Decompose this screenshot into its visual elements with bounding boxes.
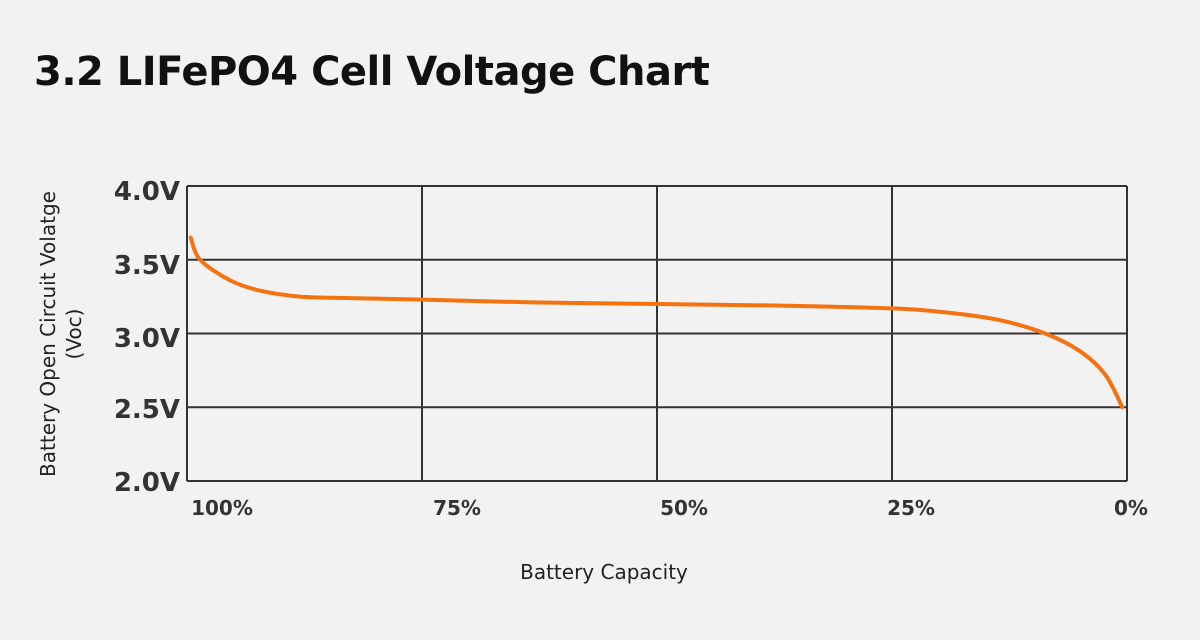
y-tick-2-5: 2.5V xyxy=(113,395,180,425)
chart-title: 3.2 LIFePO4 Cell Voltage Chart xyxy=(34,49,710,95)
grid-lines xyxy=(186,185,1128,482)
y-tick-3-5: 3.5V xyxy=(113,251,180,281)
x-tick-0: 0% xyxy=(1114,496,1148,520)
x-tick-50: 50% xyxy=(660,496,708,520)
x-tick-25: 25% xyxy=(887,496,935,520)
y-tick-4-0: 4.0V xyxy=(113,177,180,207)
y-tick-2-0: 2.0V xyxy=(113,468,180,498)
voltage-curve xyxy=(188,235,1125,410)
x-axis-label: Battery Capacity xyxy=(520,560,688,584)
x-tick-75: 75% xyxy=(433,496,481,520)
y-tick-3-0: 3.0V xyxy=(113,324,180,354)
x-tick-100: 100% xyxy=(191,496,253,520)
